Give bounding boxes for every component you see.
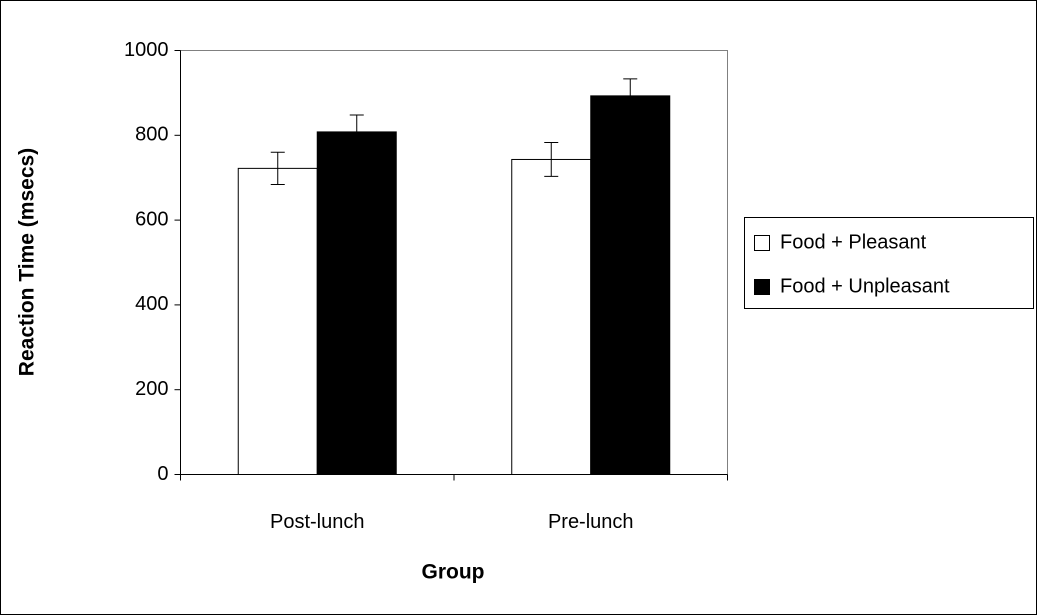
bar: [316, 131, 397, 476]
y-axis-title: Reaction Time (msecs): [16, 148, 39, 376]
legend-swatch: [754, 235, 770, 251]
x-tick-label: Post-lunch: [270, 511, 365, 533]
bar: [590, 95, 671, 475]
legend-label: Food + Pleasant: [780, 231, 927, 253]
y-tick-label: 200: [135, 378, 168, 400]
y-tick-label: 600: [135, 208, 168, 230]
legend-swatch: [754, 279, 770, 295]
y-tick-label: 0: [157, 463, 168, 485]
error-bar: [270, 151, 285, 185]
x-tick-label: Pre-lunch: [548, 511, 634, 533]
error-bar: [623, 78, 638, 114]
y-tick-label: 400: [135, 293, 168, 315]
y-tick-label: 1000: [124, 39, 169, 61]
y-tick-label: 800: [135, 124, 168, 146]
bar: [237, 167, 318, 475]
x-axis-title: Group: [422, 561, 485, 584]
legend-label: Food + Unpleasant: [780, 275, 950, 297]
bar: [511, 158, 592, 476]
error-bar: [349, 114, 364, 150]
legend-box: [744, 217, 1034, 309]
error-bar: [544, 142, 559, 177]
